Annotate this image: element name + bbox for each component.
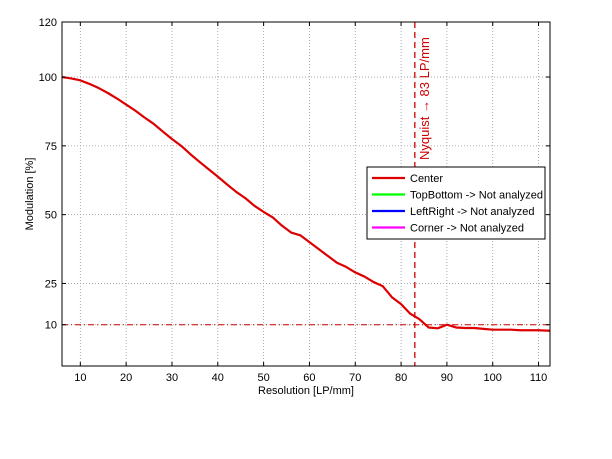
x-tick-label: 100 (484, 372, 502, 384)
nyquist-annotation: Nyquist → 83 LP/mm (417, 37, 432, 160)
x-tick-label: 60 (303, 372, 315, 384)
y-tick-label: 75 (45, 141, 57, 153)
x-tick-label: 90 (441, 372, 453, 384)
x-axis-label: Resolution [LP/mm] (258, 385, 354, 397)
x-tick-label: 20 (120, 372, 132, 384)
legend: Center TopBottom -> Not analyzed LeftRight… (366, 166, 546, 240)
y-axis-label: Modulation [%] (24, 158, 36, 231)
y-tick-label: 10 (45, 320, 57, 332)
x-tick-label: 30 (166, 372, 178, 384)
y-tick-label: 25 (45, 278, 57, 290)
y-tick-label: 50 (45, 210, 57, 222)
legend-label: Corner -> Not analyzed (410, 223, 524, 235)
series-line-center (61, 75, 551, 332)
x-tick-labels: 10 20 30 40 50 60 70 80 90 100 110 (74, 372, 547, 384)
x-tick-label: 70 (349, 372, 361, 384)
legend-label: TopBottom -> Not analyzed (410, 190, 543, 202)
x-tick-label: 80 (395, 372, 407, 384)
x-tick-label: 40 (212, 372, 224, 384)
x-tick-label: 110 (530, 372, 548, 384)
y-tick-labels: 10 25 50 75 100 120 (39, 17, 57, 332)
ticks (62, 21, 550, 366)
series-layer (61, 75, 551, 332)
legend-label: LeftRight -> Not analyzed (410, 206, 534, 218)
x-tick-label: 10 (74, 372, 86, 384)
y-tick-label: 120 (39, 17, 57, 29)
x-tick-label: 50 (257, 372, 269, 384)
legend-label: Center (410, 173, 443, 185)
plot-frame (61, 21, 551, 367)
y-tick-label: 100 (39, 72, 57, 84)
